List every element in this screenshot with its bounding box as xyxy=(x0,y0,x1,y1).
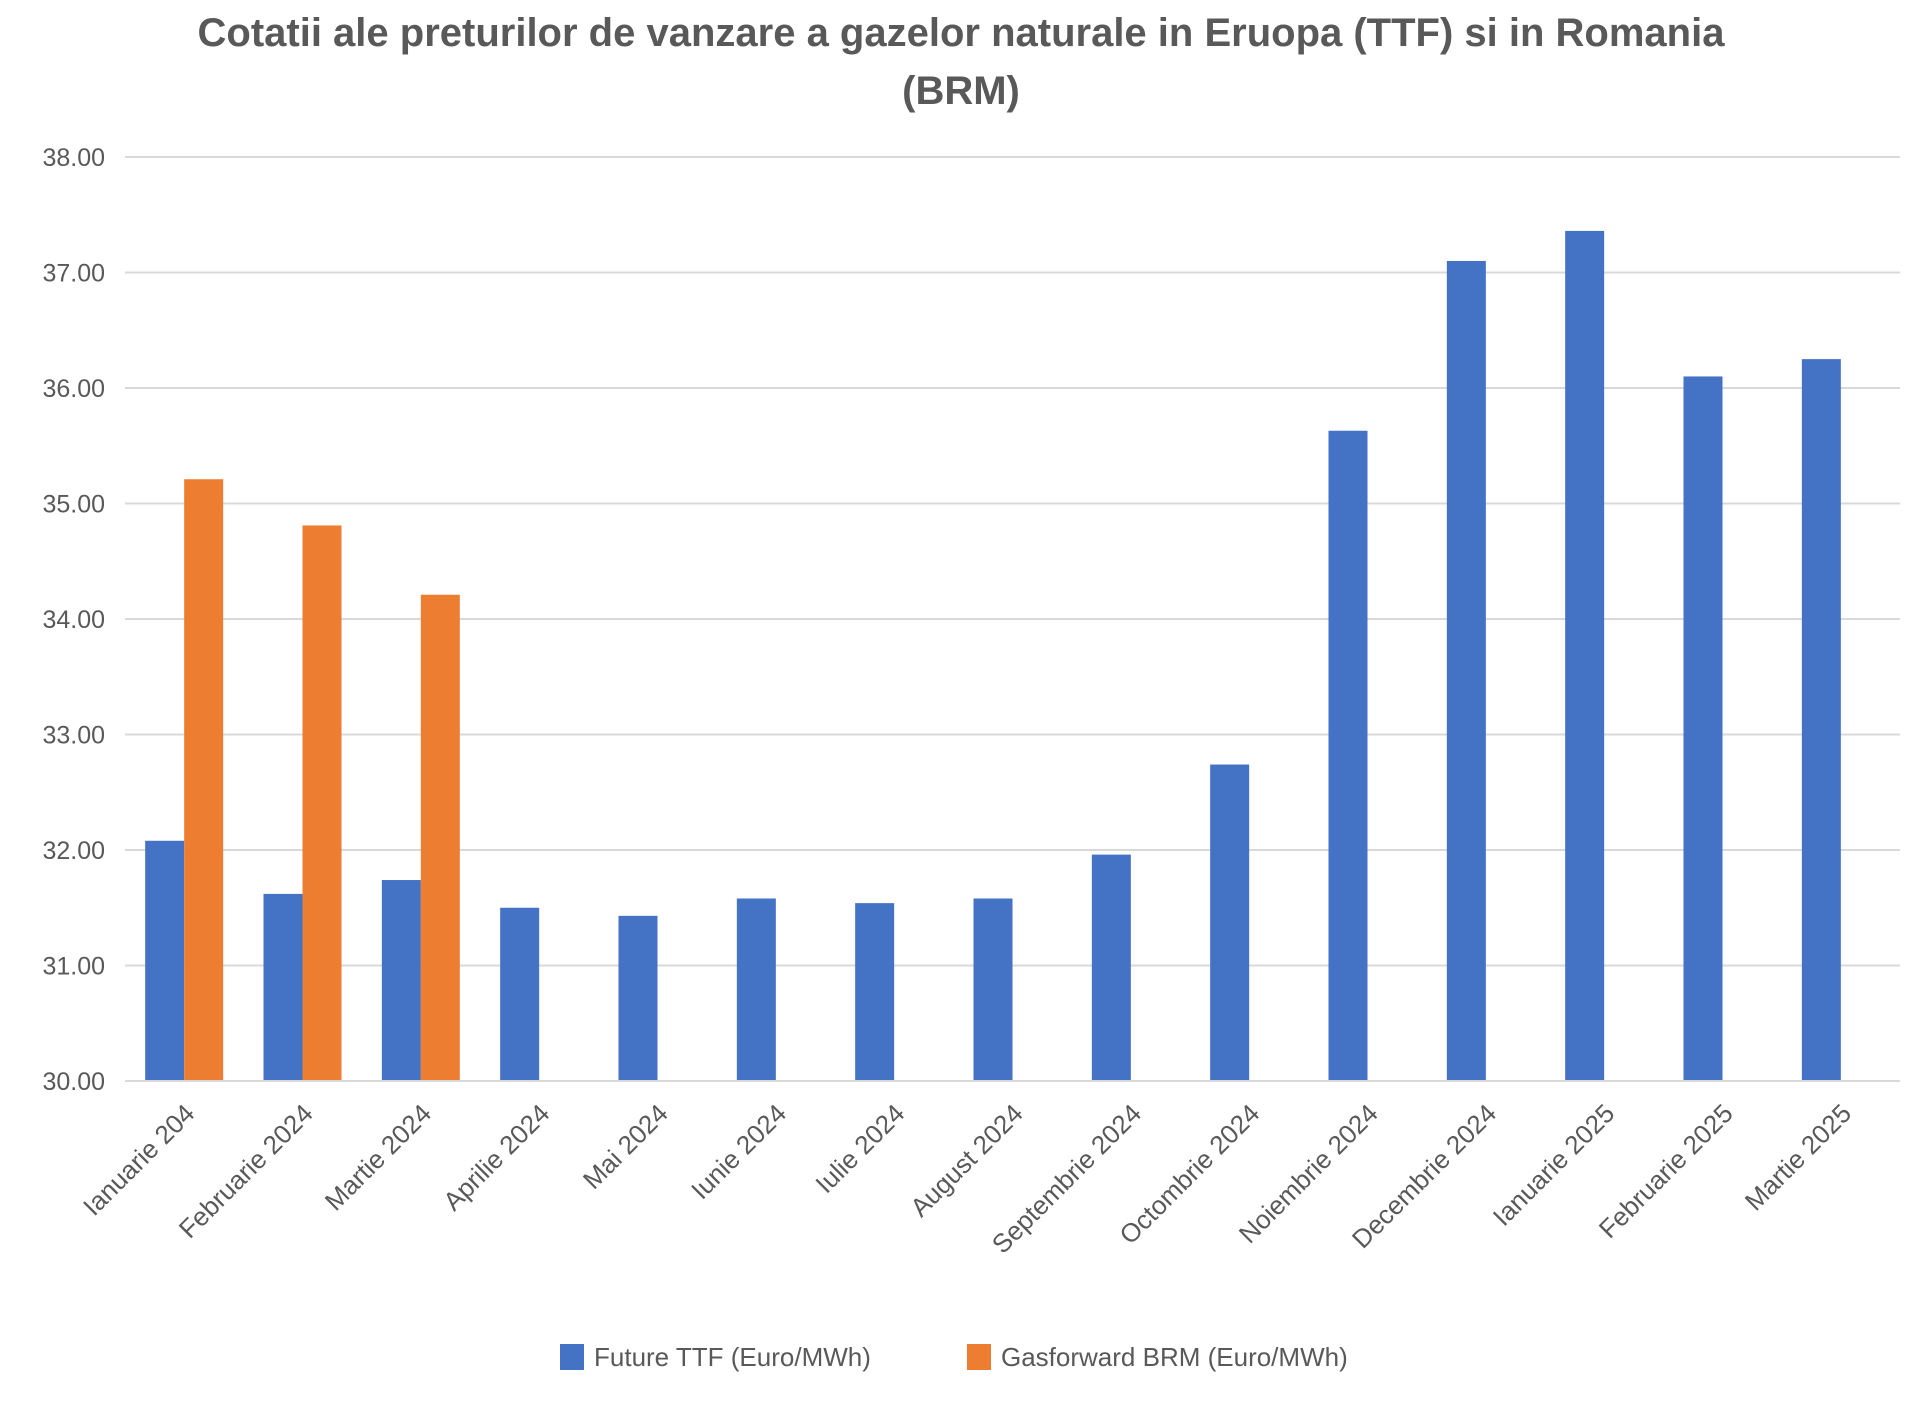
bars xyxy=(145,230,1841,1082)
legend-swatch-0 xyxy=(560,1344,584,1370)
chart-title: Cotatii ale preturilor de vanzare a gaze… xyxy=(0,4,1922,120)
y-tick-label: 31.00 xyxy=(42,953,105,981)
y-tick-label: 34.00 xyxy=(42,606,105,634)
y-axis-tick-labels: 30.00 31.00 32.00 33.00 34.00 35.00 36.00 37.00… xyxy=(42,144,105,1096)
y-tick-label: 33.00 xyxy=(42,722,105,750)
x-tick-label: Martie 2024 xyxy=(319,1098,437,1216)
legend: Future TTF (Euro/MWh) Gasforward BRM (Eur… xyxy=(560,1342,1348,1372)
y-tick-label: 32.00 xyxy=(42,837,105,865)
x-tick-label: Aprilie 2024 xyxy=(437,1098,555,1216)
x-tick-label: Iunie 2024 xyxy=(685,1098,792,1205)
bar-brm-1 xyxy=(302,525,342,1081)
y-tick-label: 38.00 xyxy=(42,144,105,172)
bar-brm-2 xyxy=(420,594,460,1081)
bar-ttf-2 xyxy=(381,880,421,1081)
bar-ttf-14 xyxy=(1801,359,1841,1081)
bar-ttf-4 xyxy=(618,915,658,1081)
bar-ttf-1 xyxy=(263,893,303,1081)
bar-ttf-8 xyxy=(1091,854,1131,1081)
y-tick-label: 35.00 xyxy=(42,491,105,519)
x-tick-label: Ianuarie 204 xyxy=(77,1098,200,1221)
legend-swatch-1 xyxy=(967,1344,991,1370)
x-tick-label: Ianuarie 2025 xyxy=(1487,1098,1621,1232)
bar-ttf-12 xyxy=(1565,230,1605,1082)
x-tick-label: Martie 2025 xyxy=(1739,1098,1857,1216)
bar-ttf-9 xyxy=(1210,764,1250,1081)
x-tick-label: Mai 2024 xyxy=(577,1098,674,1195)
bar-ttf-6 xyxy=(855,903,895,1081)
x-tick-label: August 2024 xyxy=(904,1098,1028,1222)
bar-ttf-5 xyxy=(736,898,776,1081)
bar-ttf-3 xyxy=(500,907,540,1081)
y-tick-label: 36.00 xyxy=(42,375,105,403)
y-tick-label: 37.00 xyxy=(42,260,105,288)
bar-ttf-11 xyxy=(1446,260,1486,1081)
bar-ttf-7 xyxy=(973,898,1013,1081)
x-tick-label: Iulie 2024 xyxy=(809,1098,910,1199)
bar-ttf-13 xyxy=(1683,376,1723,1081)
chart-title-line-2: (BRM) xyxy=(902,69,1020,113)
legend-label-0: Future TTF (Euro/MWh) xyxy=(594,1342,871,1372)
y-tick-label: 30.00 xyxy=(42,1068,105,1096)
legend-label-1: Gasforward BRM (Euro/MWh) xyxy=(1001,1342,1348,1372)
gridlines xyxy=(125,156,1900,967)
bar-brm-0 xyxy=(184,479,224,1081)
chart-title-line-1: Cotatii ale preturilor de vanzare a gaze… xyxy=(197,11,1725,55)
bar-ttf-10 xyxy=(1328,430,1368,1081)
bar-ttf-0 xyxy=(145,840,185,1081)
